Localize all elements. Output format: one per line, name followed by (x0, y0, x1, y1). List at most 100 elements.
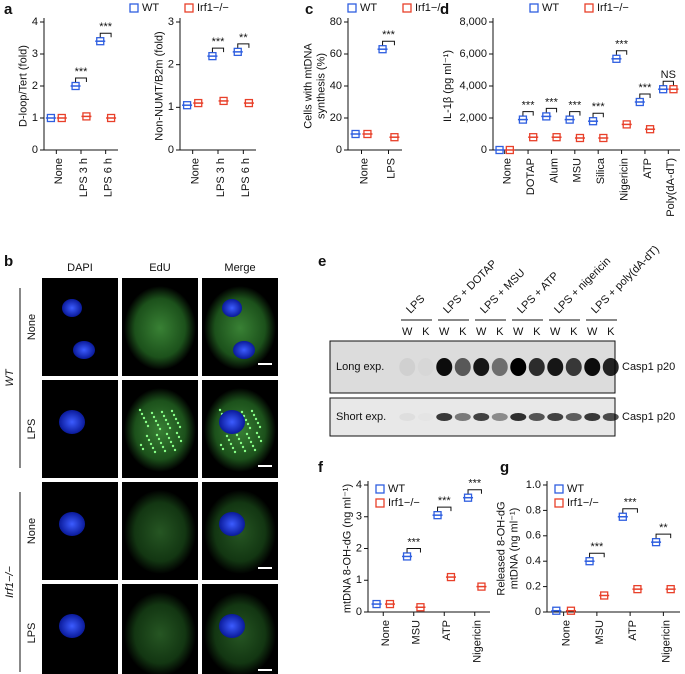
band (602, 358, 619, 376)
lane-label: W (476, 326, 487, 338)
significance: *** (75, 66, 89, 78)
bracket (589, 552, 605, 558)
speck (144, 420, 148, 424)
image (42, 278, 118, 376)
y-tick-label: 2 (32, 80, 38, 92)
x-tick-label: MSU (594, 620, 606, 645)
y-axis-label: IL-1β (pg ml⁻¹) (442, 50, 454, 122)
significance: *** (407, 536, 421, 548)
legend-label: WT (567, 483, 584, 495)
y-tick-label: 60 (330, 48, 342, 60)
marker (96, 37, 105, 46)
y-tick-label: 1 (356, 574, 362, 586)
cell (204, 286, 276, 370)
bracket (545, 107, 558, 113)
bracket (622, 508, 638, 513)
speck (150, 411, 154, 415)
bracket (467, 489, 482, 494)
significance: *** (438, 495, 452, 507)
band (436, 358, 453, 376)
speck (165, 432, 169, 436)
marker (565, 115, 574, 124)
significance: *** (639, 82, 653, 94)
marker (633, 584, 642, 594)
speck (174, 417, 178, 421)
bracket (615, 50, 628, 55)
speck (175, 431, 179, 435)
marker (219, 96, 228, 106)
speck (171, 444, 175, 448)
lane-label: K (459, 326, 467, 338)
row-label: None (26, 314, 38, 340)
y-tick-label: 80 (330, 16, 342, 28)
legend-label: WT (388, 483, 405, 495)
legend-swatch (554, 498, 564, 508)
marker (600, 591, 609, 600)
x-tick-label: Nigericin (660, 620, 672, 663)
band (436, 413, 453, 421)
speck (218, 408, 222, 412)
bracket (382, 40, 395, 46)
legend-label: WT (542, 2, 559, 14)
legend-swatch (584, 3, 594, 13)
speck (257, 435, 261, 439)
significance: *** (99, 21, 113, 33)
legend-label: WT (142, 2, 159, 14)
speck (225, 434, 229, 438)
y-tick-label: 3 (32, 48, 38, 60)
panel-label: a (4, 1, 13, 18)
x-tick-label: Silica (595, 157, 607, 184)
lane-label: K (496, 326, 504, 338)
band (473, 358, 490, 376)
y-tick-label: 2 (168, 59, 174, 71)
legend-swatch (129, 3, 139, 13)
significance: *** (522, 100, 536, 112)
speck (259, 439, 263, 443)
band (491, 358, 508, 376)
y-tick-label: 0.4 (526, 555, 541, 567)
speck (154, 419, 158, 423)
marker (433, 511, 442, 520)
legend-swatch (375, 498, 385, 508)
speck (166, 422, 170, 426)
legend-swatch (402, 3, 412, 13)
bracket (522, 111, 534, 116)
lane-label: K (533, 326, 541, 338)
band (418, 413, 434, 421)
x-tick-label: DOTAP (525, 158, 537, 195)
lane-label: W (550, 326, 561, 338)
marker (194, 98, 203, 108)
speck (179, 439, 183, 443)
nucleus (59, 410, 85, 434)
y-tick-label: 0.2 (526, 581, 541, 593)
speck (254, 417, 258, 421)
x-tick-label: MSU (572, 158, 584, 183)
speck (239, 441, 243, 445)
x-tick-label: None (380, 620, 392, 646)
y-axis-label: Non-NUMT/B2m (fold) (154, 31, 166, 140)
significance: *** (568, 100, 582, 112)
cell (124, 490, 196, 574)
speck (255, 431, 259, 435)
legend-label: Irf1−/− (597, 2, 629, 14)
band (473, 413, 490, 421)
speck (172, 413, 176, 417)
panel-label: e (318, 253, 326, 270)
marker (612, 54, 621, 63)
speck (139, 443, 143, 447)
significance: *** (545, 96, 559, 108)
marker (666, 584, 675, 594)
content: 0 1 2 3 4 D-loop/Tert (fold) None LPS 3 h *** LPS… (4, 2, 680, 674)
x-tick-label: None (53, 158, 65, 184)
marker (529, 133, 538, 142)
band (565, 358, 582, 376)
speck (142, 416, 146, 420)
marker (390, 133, 399, 142)
legend-label: WT (360, 2, 377, 14)
exposure-label: Long exp. (336, 361, 384, 373)
marker (71, 81, 80, 91)
band (418, 358, 434, 376)
speck (253, 448, 257, 452)
treatment-label: LPS + poly(dA-dT) (589, 243, 662, 316)
speck (247, 436, 251, 440)
